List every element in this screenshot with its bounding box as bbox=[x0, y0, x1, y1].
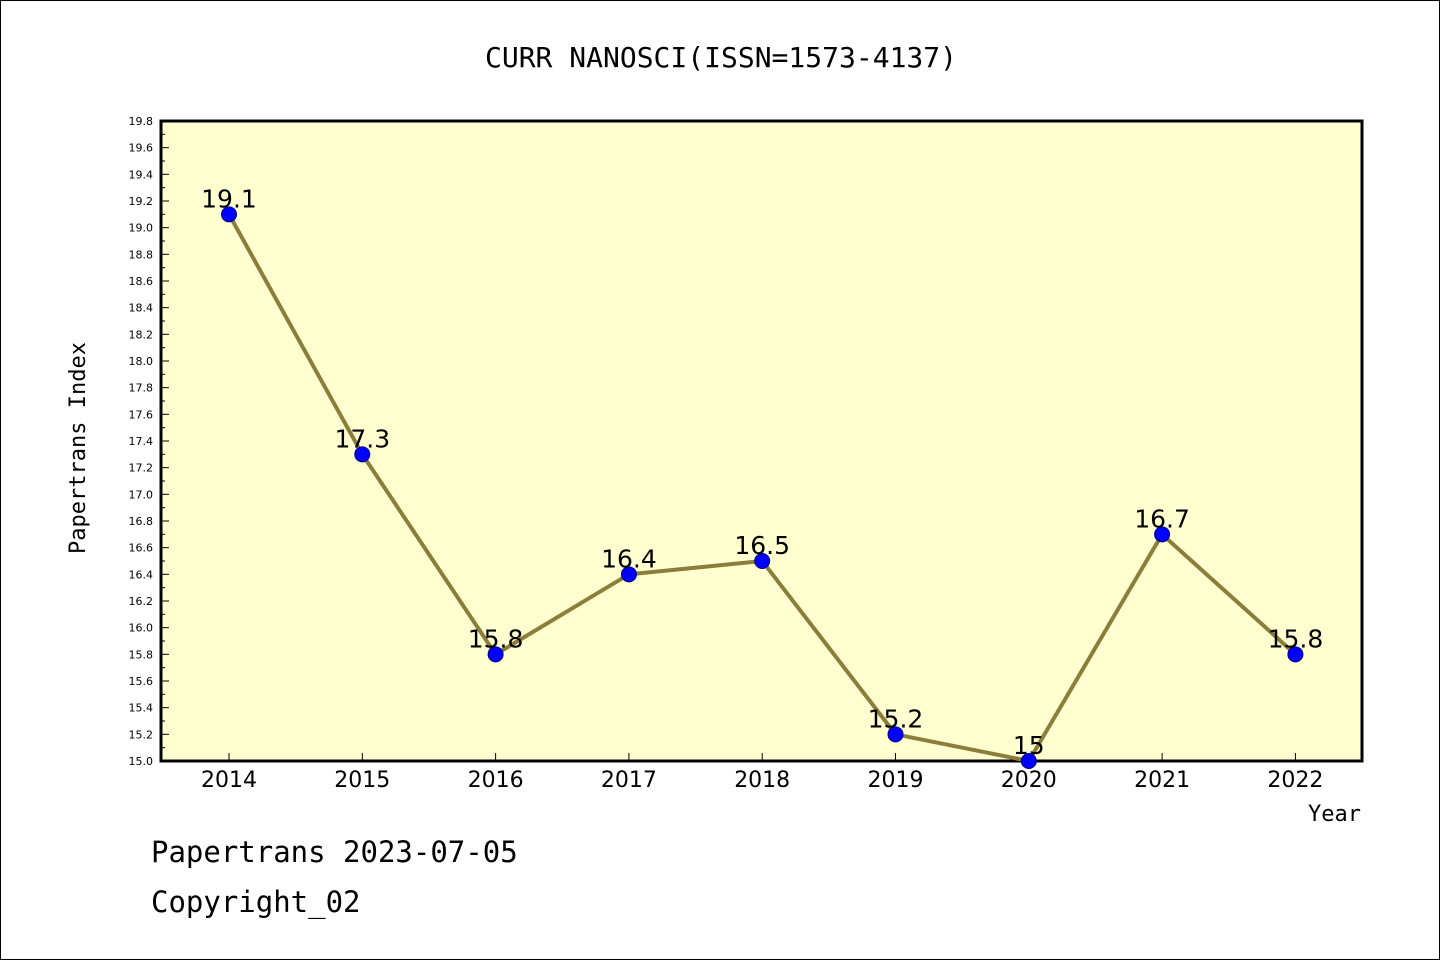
x-tick-label: 2017 bbox=[601, 768, 657, 793]
y-axis-label: Papertrans Index bbox=[66, 342, 91, 554]
y-tick-label: 17.6 bbox=[129, 408, 154, 421]
data-label: 15 bbox=[1013, 731, 1045, 760]
y-tick-label: 18.0 bbox=[129, 355, 154, 368]
data-point bbox=[1020, 753, 1037, 769]
data-point bbox=[754, 553, 771, 569]
data-point bbox=[221, 206, 237, 223]
y-tick-label: 15.6 bbox=[129, 675, 154, 688]
y-tick-label: 15.8 bbox=[129, 648, 154, 661]
y-tick-label: 18.2 bbox=[129, 328, 154, 341]
data-point bbox=[487, 646, 504, 663]
y-tick-label: 19.8 bbox=[129, 115, 154, 128]
data-label: 17.3 bbox=[334, 424, 390, 453]
data-label: 19.1 bbox=[201, 184, 257, 213]
x-tick-label: 2015 bbox=[334, 768, 390, 793]
y-tick-label: 16.6 bbox=[129, 542, 154, 555]
x-tick-label: 2021 bbox=[1134, 768, 1190, 793]
footer-copyright-text: Copyright_02 bbox=[151, 885, 361, 919]
data-label: 15.8 bbox=[468, 624, 524, 653]
chart-title: CURR NANOSCI(ISSN=1573-4137) bbox=[485, 41, 957, 74]
x-tick-label: 2014 bbox=[201, 768, 257, 793]
data-point bbox=[1154, 526, 1171, 543]
y-axis: 15.0 15.2 15.4 15.6 15.8 16.0 16.2 16.4 16.6 16.8… bbox=[129, 115, 169, 768]
y-tick-label: 16.4 bbox=[129, 568, 154, 581]
data-label: 15.2 bbox=[868, 704, 924, 733]
y-tick-label: 17.2 bbox=[129, 462, 154, 475]
data-label: 16.7 bbox=[1134, 504, 1190, 533]
x-tick-label: 2016 bbox=[468, 768, 524, 793]
data-label-layer: 19.1 17.3 15.8 16.4 16.5 15.2 15 16.7 15.8 bbox=[201, 184, 1323, 760]
y-tick-label: 15.4 bbox=[129, 702, 154, 715]
data-point bbox=[620, 566, 637, 583]
y-tick-label: 16.8 bbox=[129, 515, 154, 528]
y-tick-label: 16.2 bbox=[129, 595, 154, 608]
x-axis-label: Year bbox=[1308, 802, 1361, 827]
x-tick-label: 2019 bbox=[868, 768, 924, 793]
y-tick-label: 16.0 bbox=[129, 622, 154, 635]
x-tick-label: 2020 bbox=[1001, 768, 1057, 793]
y-tick-label: 17.4 bbox=[129, 435, 154, 448]
y-tick-label: 19.0 bbox=[129, 222, 154, 235]
series-layer bbox=[221, 206, 1304, 769]
y-tick-label: 15.2 bbox=[129, 728, 154, 741]
plot-area bbox=[159, 119, 1364, 763]
y-tick-label: 18.8 bbox=[129, 248, 154, 261]
data-point bbox=[354, 446, 371, 463]
data-label: 16.5 bbox=[734, 531, 790, 560]
y-tick-label: 17.0 bbox=[129, 488, 154, 501]
y-tick-label: 17.8 bbox=[129, 382, 154, 395]
y-tick-label: 15.0 bbox=[129, 755, 154, 768]
x-tick-label: 2018 bbox=[734, 768, 790, 793]
data-point bbox=[887, 726, 904, 743]
y-tick-label: 19.6 bbox=[129, 142, 154, 155]
x-tick-label: 2022 bbox=[1267, 768, 1323, 793]
y-tick-label: 18.4 bbox=[129, 302, 154, 315]
y-tick-label: 19.4 bbox=[129, 168, 154, 181]
data-label: 15.8 bbox=[1268, 624, 1324, 653]
y-tick-label: 19.2 bbox=[129, 195, 154, 208]
data-label: 16.4 bbox=[601, 544, 657, 573]
y-tick-label: 18.6 bbox=[129, 275, 154, 288]
footer-date-text: Papertrans 2023-07-05 bbox=[151, 835, 518, 869]
x-axis: 2014 2015 2016 2017 2018 2019 2020 2021 2022 bbox=[201, 753, 1323, 793]
data-point bbox=[1287, 646, 1304, 663]
